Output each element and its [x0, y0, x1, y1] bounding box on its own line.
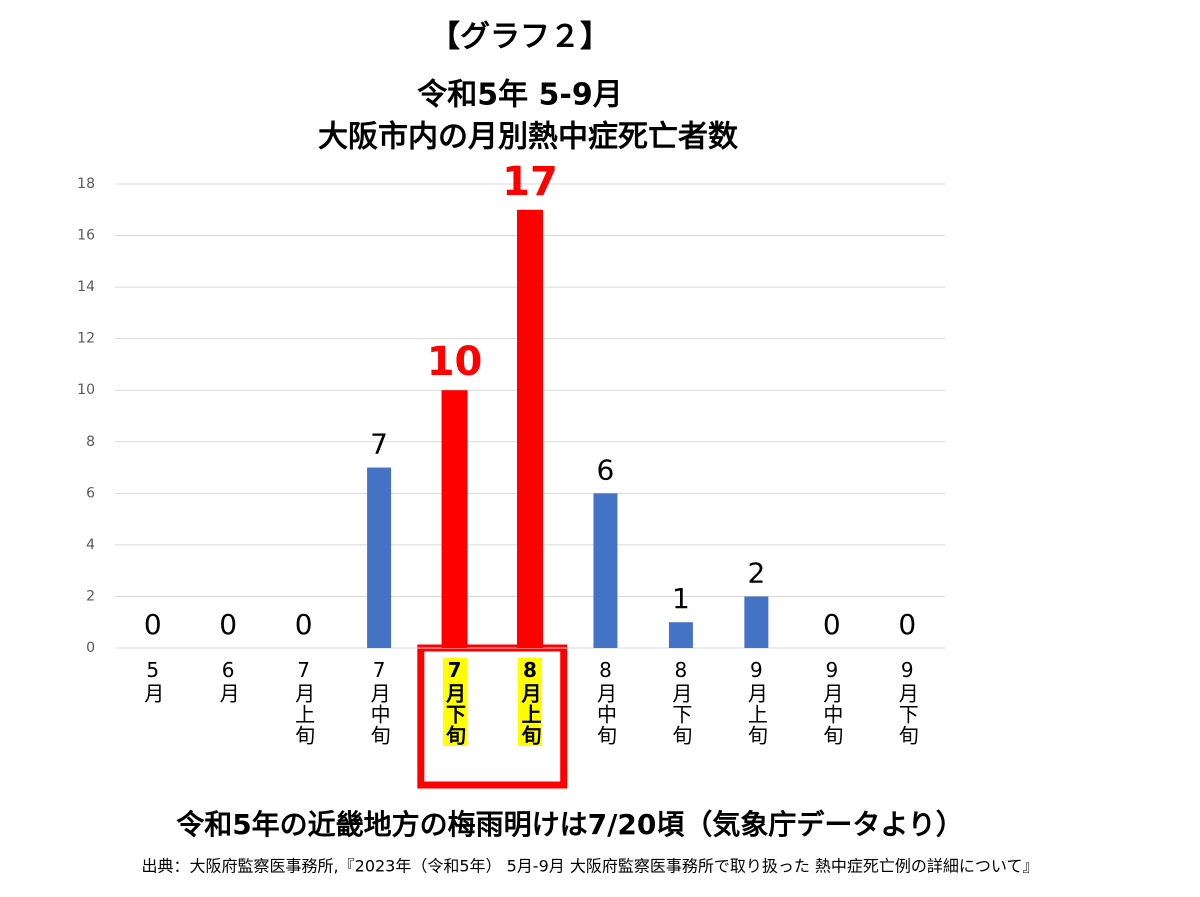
value-label: 0	[219, 608, 237, 641]
y-tick-label: 2	[86, 588, 95, 604]
x-tick-label: 8月下旬	[668, 658, 693, 746]
bar	[367, 467, 392, 648]
x-tick-label: 9月下旬	[895, 658, 920, 746]
chart-subtitle: 大阪市内の月別熱中症死亡者数	[318, 120, 739, 155]
value-label: 0	[898, 608, 916, 641]
y-tick-label: 6	[86, 485, 95, 501]
chart-title: 令和5年 5-9月	[417, 78, 623, 113]
x-tick-label: 5月	[140, 658, 165, 704]
y-tick-label: 10	[77, 382, 95, 398]
y-tick-label: 12	[77, 331, 95, 347]
y-tick-label: 18	[77, 176, 95, 192]
y-tick-label: 0	[86, 640, 95, 656]
bar	[517, 209, 543, 648]
annotation: 令和5年の近畿地方の梅雨明けは7/20頃（気象庁データより）	[176, 808, 964, 841]
x-tick-label: 9月上旬	[744, 658, 769, 746]
x-tick-label: 8月中旬	[593, 658, 618, 746]
x-tick-label: 7月上旬	[291, 658, 316, 746]
y-tick-label: 8	[86, 434, 95, 450]
value-label: 2	[747, 556, 765, 589]
y-tick-label: 14	[77, 279, 95, 295]
x-tick-label: 7月下旬	[442, 658, 467, 746]
bar	[744, 596, 769, 648]
value-label: 0	[144, 608, 162, 641]
x-tick-label: 9月中旬	[819, 658, 844, 746]
x-tick-label: 7月中旬	[367, 658, 392, 746]
value-label: 17	[502, 159, 558, 205]
value-label: 1	[672, 582, 690, 615]
value-label: 0	[823, 608, 841, 641]
bar	[668, 622, 693, 648]
chart-header: 【グラフ２】	[430, 20, 610, 55]
value-label: 10	[427, 339, 483, 385]
value-label: 0	[295, 608, 313, 641]
x-tick-label: 6月	[216, 658, 241, 704]
value-label: 6	[597, 453, 615, 486]
value-label: 7	[370, 428, 388, 461]
x-tick-label: 8月上旬	[518, 658, 542, 746]
y-tick-label: 16	[77, 228, 95, 244]
bar	[593, 493, 618, 648]
y-tick-label: 4	[86, 537, 95, 553]
bar	[441, 390, 468, 648]
source: 出典：大阪府監察医事務所,『2023年（令和5年） 5月-9月 大阪府監察医事務…	[142, 857, 1039, 876]
